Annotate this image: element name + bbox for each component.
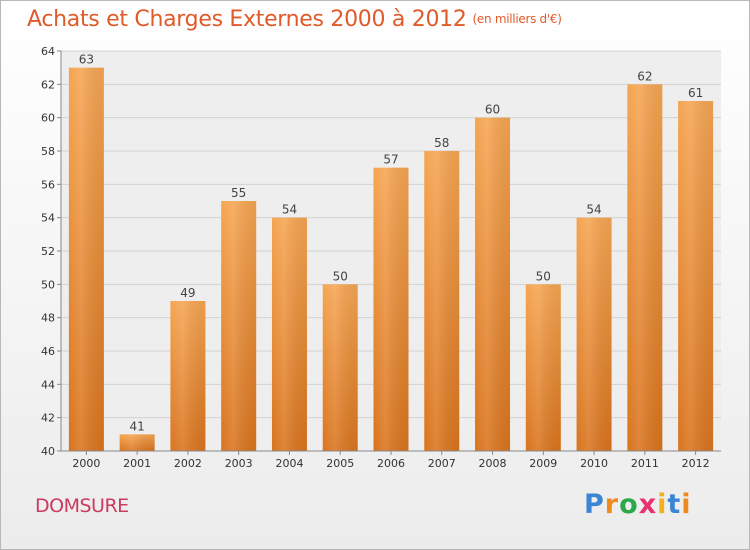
x-tick-label: 2005 bbox=[326, 457, 354, 470]
x-tick-label: 2001 bbox=[123, 457, 151, 470]
chart-title: Achats et Charges Externes 2000 à 2012 (e… bbox=[27, 7, 562, 32]
x-tick-label: 2007 bbox=[428, 457, 456, 470]
x-tick-label: 2010 bbox=[580, 457, 608, 470]
bar-sheen bbox=[576, 217, 612, 451]
logo-letter: x bbox=[638, 489, 658, 520]
chart-subtitle: (en milliers d'€) bbox=[472, 12, 562, 26]
y-tick-label: 54 bbox=[41, 212, 55, 225]
bar-sheen bbox=[424, 151, 460, 451]
bar-sheen bbox=[170, 301, 206, 451]
value-label: 63 bbox=[79, 53, 94, 67]
y-tick-label: 50 bbox=[41, 278, 55, 291]
value-label: 50 bbox=[536, 269, 551, 283]
x-tick-label: 2011 bbox=[631, 457, 659, 470]
value-label: 54 bbox=[282, 203, 297, 217]
value-label: 61 bbox=[688, 86, 703, 100]
x-tick-label: 2004 bbox=[275, 457, 303, 470]
y-tick-label: 60 bbox=[41, 112, 55, 125]
logo-letter: o bbox=[619, 489, 639, 520]
bar-sheen bbox=[373, 167, 409, 451]
y-tick-label: 44 bbox=[41, 378, 55, 391]
y-tick-label: 64 bbox=[41, 45, 55, 58]
y-tick-label: 56 bbox=[41, 178, 55, 191]
value-label: 55 bbox=[231, 186, 246, 200]
y-tick-label: 42 bbox=[41, 412, 55, 425]
y-tick-label: 58 bbox=[41, 145, 55, 158]
bar-sheen bbox=[271, 217, 307, 451]
value-label: 62 bbox=[637, 69, 652, 83]
y-tick-label: 40 bbox=[41, 445, 55, 458]
y-tick-label: 62 bbox=[41, 78, 55, 91]
value-label: 60 bbox=[485, 103, 500, 117]
bar-sheen bbox=[627, 84, 663, 451]
value-label: 49 bbox=[180, 286, 195, 300]
logo-letter: i bbox=[681, 489, 692, 520]
value-label: 41 bbox=[130, 419, 145, 433]
x-tick-label: 2003 bbox=[225, 457, 253, 470]
y-tick-label: 48 bbox=[41, 312, 55, 325]
commune-name: DOMSURE bbox=[35, 495, 129, 517]
y-tick-label: 52 bbox=[41, 245, 55, 258]
x-tick-label: 2012 bbox=[682, 457, 710, 470]
logo-letter: r bbox=[604, 489, 620, 520]
bar-sheen bbox=[68, 67, 104, 452]
logo-letter: i bbox=[657, 489, 668, 520]
value-label: 57 bbox=[383, 153, 398, 167]
value-label: 50 bbox=[333, 269, 348, 283]
bar-sheen bbox=[678, 101, 714, 451]
value-label: 54 bbox=[586, 203, 601, 217]
title-text: Achats et Charges Externes 2000 à 2012 bbox=[27, 7, 467, 32]
proxiti-logo: Proxiti bbox=[584, 489, 692, 520]
x-tick-label: 2002 bbox=[174, 457, 202, 470]
bar-sheen bbox=[525, 284, 561, 451]
x-tick-label: 2009 bbox=[529, 457, 557, 470]
logo-letter: P bbox=[584, 489, 605, 520]
value-label: 58 bbox=[434, 136, 449, 150]
bar-sheen bbox=[119, 434, 155, 451]
x-tick-label: 2008 bbox=[479, 457, 507, 470]
bar-sheen bbox=[221, 201, 257, 451]
x-tick-label: 2000 bbox=[72, 457, 100, 470]
bar-sheen bbox=[475, 117, 511, 452]
y-tick-label: 46 bbox=[41, 345, 55, 358]
logo-letter: t bbox=[667, 489, 682, 520]
x-tick-label: 2006 bbox=[377, 457, 405, 470]
bar-sheen bbox=[322, 284, 358, 451]
